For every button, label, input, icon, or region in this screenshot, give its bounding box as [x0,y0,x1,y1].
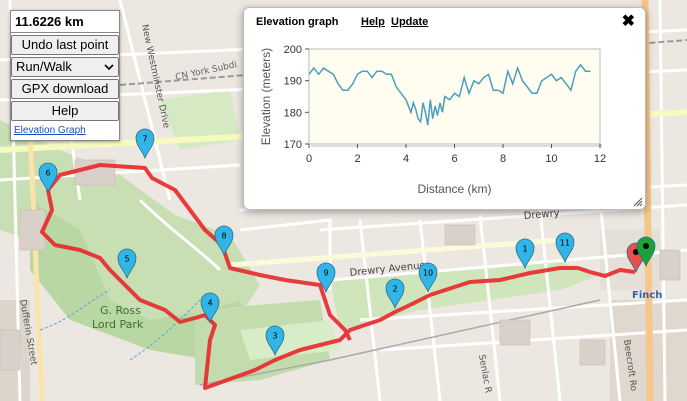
senlac-label: Senlac R [476,354,493,394]
distance-readout: 11.6226 km [11,11,119,33]
x-tick-label: 8 [500,153,506,165]
map-pin-icon [214,225,234,257]
x-tick-label: 10 [545,153,557,165]
map-pin-icon [555,232,575,264]
marker-label: 2 [392,285,397,294]
help-button[interactable]: Help [11,101,119,121]
x-tick-label: 0 [306,153,312,165]
elevation-graph-link[interactable]: Elevation Graph [14,125,86,136]
x-tick-label: 12 [594,153,606,165]
x-tick-label: 2 [354,153,360,165]
route-marker-8[interactable]: 8 [214,225,234,257]
park-label-line1: G. Ross [100,304,141,317]
route-marker-7[interactable]: 7 [135,128,155,160]
marker-label: 6 [45,169,50,178]
marker-label: 4 [207,299,212,308]
route-marker-1[interactable]: 1 [515,238,535,270]
route-marker-5[interactable]: 5 [117,248,137,280]
elevation-window: Elevation graph Help Update ✖ 170 180 190 2… [243,7,646,210]
route-marker-10[interactable]: 10 [418,262,438,294]
marker-label: 1 [522,245,527,254]
map-pin-icon [117,248,137,280]
map-pin-icon [636,236,656,268]
marker-label: 5 [124,255,129,264]
marker-label: 11 [560,239,570,248]
elevation-chart: 170 180 190 200 0 2 4 6 8 10 12 Distance (km) Elevat… [259,44,606,196]
marker-label: 8 [221,232,226,241]
marker-dot [643,243,649,249]
map-pin-icon [200,292,220,324]
map-pin-icon [135,128,155,160]
mode-select[interactable]: Run/Walk [11,57,119,77]
route-marker-3[interactable]: 3 [265,325,285,357]
map-pin-icon [38,162,58,194]
x-tick-label: 6 [451,153,457,165]
elevation-update-link[interactable]: Update [391,16,429,28]
start-marker[interactable] [636,236,656,268]
undo-last-point-button[interactable]: Undo last point [11,35,119,55]
plot-area [308,48,601,145]
elevation-window-title: Elevation graph [256,16,339,28]
elevation-window-header[interactable]: Elevation graph Help Update ✖ [244,8,645,34]
y-tick-label: 190 [284,76,302,88]
map-pin-icon [515,238,535,270]
finch-label: Finch [632,290,662,301]
map-pin-icon [418,262,438,294]
y-axis-label: Elevation (meters) [259,48,273,145]
cn-york-label: CN York Subdi [175,60,239,83]
chevron-down-icon [104,64,114,71]
marker-label: 3 [272,332,277,341]
marker-label: 10 [423,269,433,278]
map-pin-icon [316,262,336,294]
mode-select-value: Run/Walk [16,59,72,74]
map-pin-icon [385,278,405,310]
route-marker-9[interactable]: 9 [316,262,336,294]
y-tick-label: 180 [284,107,302,119]
elevation-series-line [308,63,591,126]
map-pin-icon [265,325,285,357]
gpx-download-button[interactable]: GPX download [11,79,119,99]
elevation-help-link[interactable]: Help [361,16,385,28]
x-axis-label: Distance (km) [417,182,491,196]
route-marker-6[interactable]: 6 [38,162,58,194]
control-panel: 11.6226 km Undo last point Run/Walk GPX … [10,10,120,141]
water-streams [39,289,201,361]
marker-label: 7 [142,135,147,144]
close-icon[interactable]: ✖ [621,13,635,30]
y-tick-label: 200 [284,44,302,56]
marker-label: 9 [323,269,328,278]
drewry-short-label: Drewry [523,208,560,222]
plot-shadow [311,144,602,147]
route-marker-11[interactable]: 11 [555,232,575,264]
route-marker-4[interactable]: 4 [200,292,220,324]
park-label-line2: Lord Park [92,318,144,331]
new-westminster-label: New Westminster Drive [139,24,171,130]
y-tick-label: 170 [284,139,302,151]
route-marker-2[interactable]: 2 [385,278,405,310]
x-tick-label: 4 [403,153,409,165]
resize-handle-icon[interactable] [633,197,643,207]
